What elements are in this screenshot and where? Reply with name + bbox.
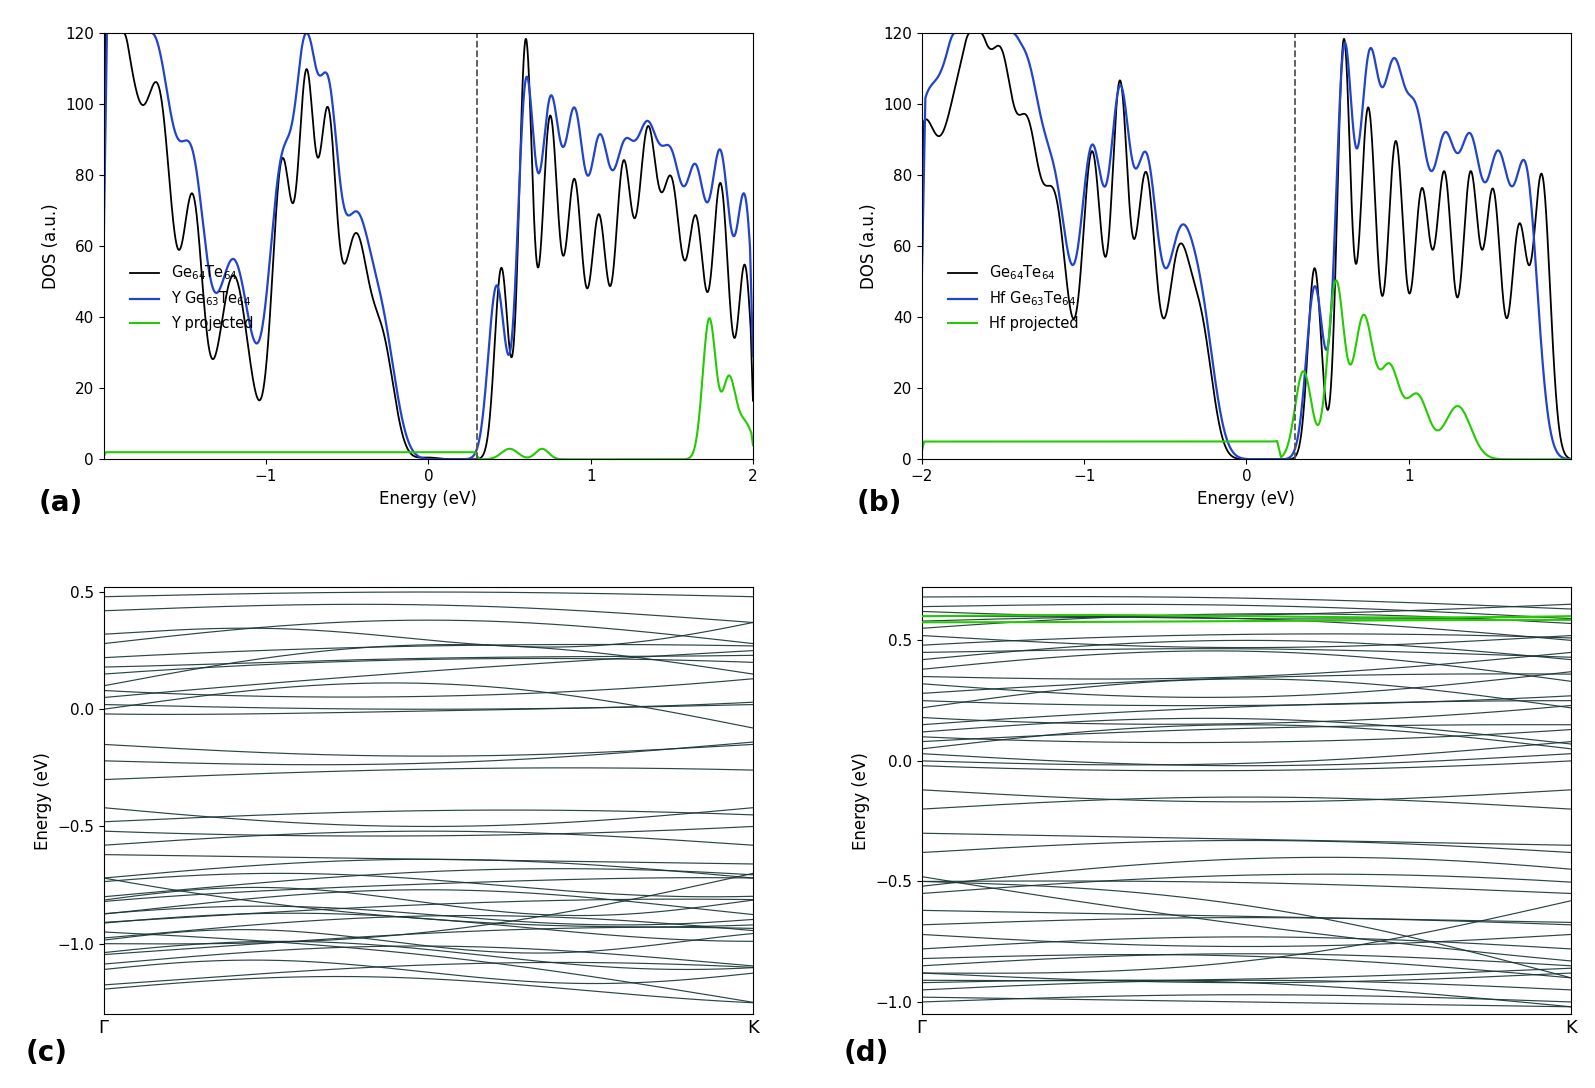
Ge$_{64}$Te$_{64}$ [1544, 338, 1563, 351]
Y-axis label: DOS (a.u.): DOS (a.u.) [41, 203, 59, 288]
Y Ge$_{63}$Te$_{64}$ [128, 26, 147, 39]
Hf Ge$_{63}$Te$_{64}$ [1211, 407, 1230, 420]
Y projected [743, 438, 762, 452]
Text: (c): (c) [26, 1039, 67, 1067]
Y projected [616, 453, 635, 466]
X-axis label: Energy (eV): Energy (eV) [1198, 490, 1295, 508]
Ge$_{64}$Te$_{64}$ [1424, 242, 1443, 255]
Ge$_{64}$Te$_{64}$ [724, 332, 743, 345]
Hf Ge$_{63}$Te$_{64}$ [1562, 453, 1581, 466]
Legend: Ge$_{64}$Te$_{64}$, Hf Ge$_{63}$Te$_{64}$, Hf projected: Ge$_{64}$Te$_{64}$, Hf Ge$_{63}$Te$_{64}… [943, 258, 1085, 336]
Legend: Ge$_{64}$Te$_{64}$, Y Ge$_{63}$Te$_{64}$, Y projected: Ge$_{64}$Te$_{64}$, Y Ge$_{63}$Te$_{64}$… [124, 258, 258, 336]
Hf Ge$_{63}$Te$_{64}$ [912, 275, 931, 288]
Ge$_{64}$Te$_{64}$ [96, 26, 115, 39]
Hf projected [1424, 420, 1443, 433]
Text: (a): (a) [38, 489, 83, 517]
Hf projected [1327, 274, 1346, 287]
Y projected [606, 453, 625, 466]
Y projected [392, 446, 412, 459]
Line: Hf projected: Hf projected [922, 281, 1571, 459]
Y Ge$_{63}$Te$_{64}$ [442, 453, 461, 466]
Line: Ge$_{64}$Te$_{64}$: Ge$_{64}$Te$_{64}$ [104, 33, 753, 459]
Y Ge$_{63}$Te$_{64}$ [97, 26, 116, 39]
X-axis label: Energy (eV): Energy (eV) [380, 490, 477, 508]
Ge$_{64}$Te$_{64}$ [960, 26, 979, 39]
Text: (d): (d) [844, 1039, 890, 1067]
Line: Y Ge$_{63}$Te$_{64}$: Y Ge$_{63}$Te$_{64}$ [104, 33, 753, 459]
Y-axis label: Energy (eV): Energy (eV) [33, 752, 51, 850]
Y projected [128, 446, 147, 459]
Y Ge$_{63}$Te$_{64}$ [94, 239, 113, 252]
Hf projected [1542, 453, 1562, 466]
Line: Ge$_{64}$Te$_{64}$: Ge$_{64}$Te$_{64}$ [922, 33, 1571, 459]
Hf projected [946, 435, 965, 448]
Hf projected [912, 445, 931, 458]
Ge$_{64}$Te$_{64}$ [458, 453, 477, 466]
Line: Hf Ge$_{63}$Te$_{64}$: Hf Ge$_{63}$Te$_{64}$ [922, 33, 1571, 459]
Ge$_{64}$Te$_{64}$ [94, 225, 113, 238]
Y projected [724, 384, 743, 397]
Ge$_{64}$Te$_{64}$ [392, 428, 412, 441]
Hf Ge$_{63}$Te$_{64}$ [946, 26, 965, 39]
Y projected [726, 385, 745, 398]
Ge$_{64}$Te$_{64}$ [1542, 332, 1562, 345]
Ge$_{64}$Te$_{64}$ [912, 273, 931, 286]
Y Ge$_{63}$Te$_{64}$ [743, 349, 762, 362]
Ge$_{64}$Te$_{64}$ [946, 82, 965, 95]
Hf projected [1562, 453, 1581, 466]
Hf Ge$_{63}$Te$_{64}$ [1260, 453, 1279, 466]
Y projected [94, 449, 113, 462]
Hf Ge$_{63}$Te$_{64}$ [1228, 450, 1247, 463]
Text: (b): (b) [857, 489, 903, 517]
Ge$_{64}$Te$_{64}$ [606, 237, 625, 250]
Hf projected [1228, 435, 1247, 448]
Hf projected [1211, 435, 1230, 448]
Ge$_{64}$Te$_{64}$ [128, 87, 147, 100]
Ge$_{64}$Te$_{64}$ [1263, 453, 1282, 466]
Hf Ge$_{63}$Te$_{64}$ [1544, 435, 1563, 448]
Y projected [700, 311, 719, 324]
Ge$_{64}$Te$_{64}$ [743, 394, 762, 407]
Hf projected [1542, 453, 1562, 466]
Y Ge$_{63}$Te$_{64}$ [410, 450, 429, 463]
Ge$_{64}$Te$_{64}$ [1228, 453, 1247, 466]
Y Ge$_{63}$Te$_{64}$ [392, 413, 412, 426]
Y-axis label: Energy (eV): Energy (eV) [852, 752, 869, 850]
Hf Ge$_{63}$Te$_{64}$ [1424, 162, 1443, 175]
Hf Ge$_{63}$Te$_{64}$ [1542, 434, 1562, 447]
Y Ge$_{63}$Te$_{64}$ [606, 160, 625, 173]
Y projected [410, 446, 429, 459]
Y Ge$_{63}$Te$_{64}$ [726, 228, 745, 242]
Ge$_{64}$Te$_{64}$ [1211, 424, 1230, 437]
Ge$_{64}$Te$_{64}$ [1562, 453, 1581, 466]
Ge$_{64}$Te$_{64}$ [726, 332, 745, 345]
Y-axis label: DOS (a.u.): DOS (a.u.) [860, 203, 877, 288]
Ge$_{64}$Te$_{64}$ [410, 452, 429, 465]
Y Ge$_{63}$Te$_{64}$ [724, 230, 743, 243]
Hf Ge$_{63}$Te$_{64}$ [946, 26, 965, 39]
Line: Y projected: Y projected [104, 318, 753, 459]
